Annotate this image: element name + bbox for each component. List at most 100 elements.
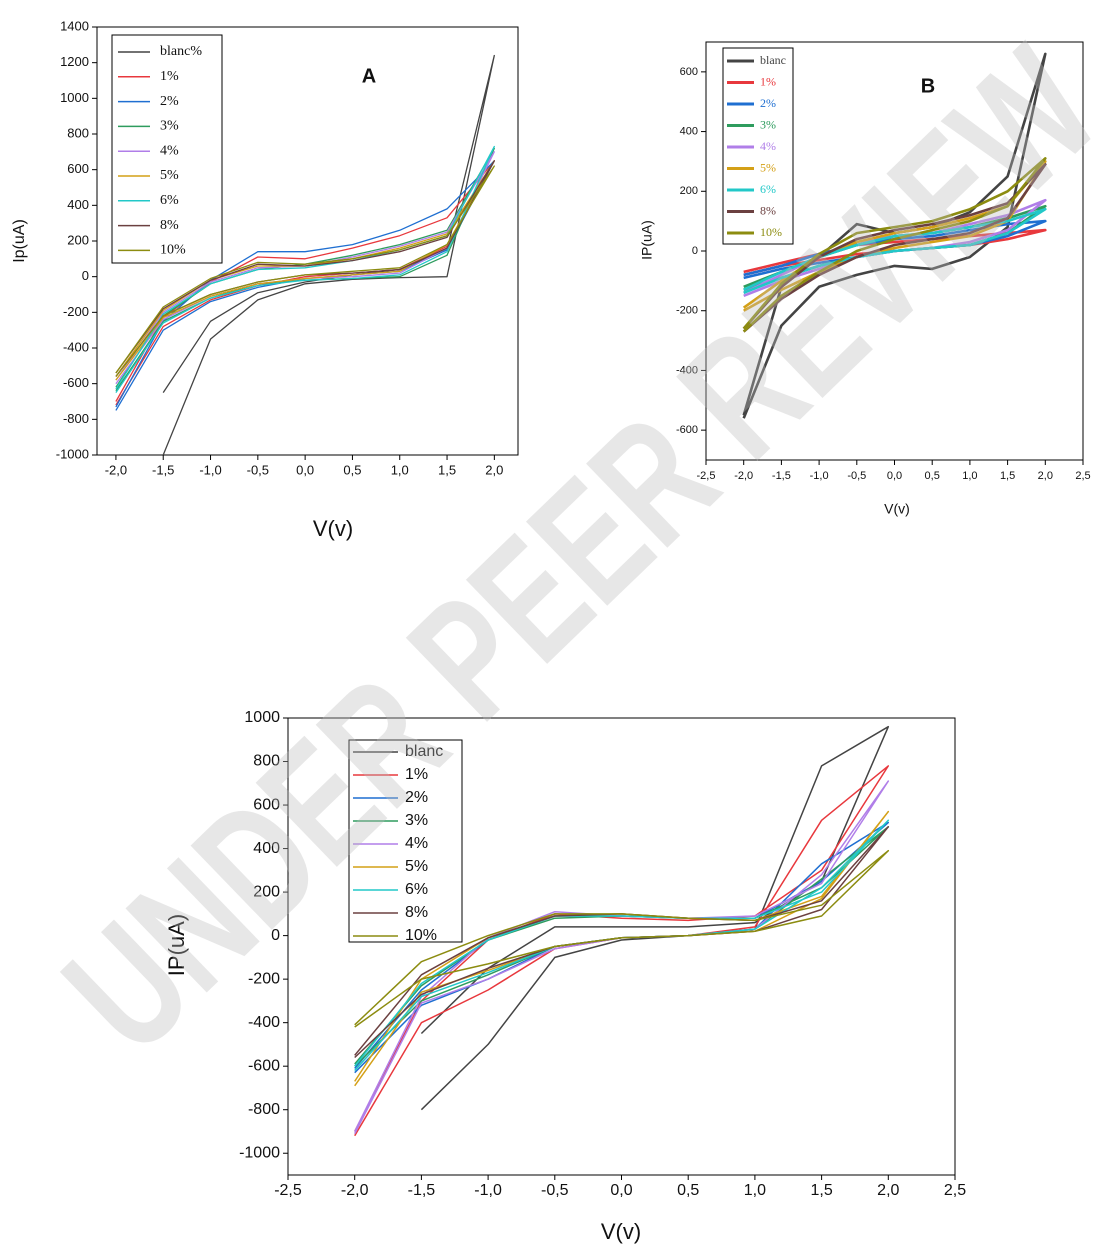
x-tick-label: 0,0 xyxy=(296,462,314,477)
legend-label: 3% xyxy=(760,117,776,131)
y-tick-label: 200 xyxy=(67,232,89,247)
y-tick-label: -1000 xyxy=(239,1144,280,1161)
y-axis-label: IP(uA) xyxy=(164,914,189,976)
y-tick-label: 200 xyxy=(253,883,280,900)
x-tick-label: 0,5 xyxy=(343,462,361,477)
legend-label: 8% xyxy=(760,203,776,217)
x-tick-label: 2,0 xyxy=(877,1182,899,1199)
y-tick-label: 600 xyxy=(67,161,89,176)
legend-label: 6% xyxy=(760,182,776,196)
series-line xyxy=(354,826,890,1059)
legend-box xyxy=(348,739,463,943)
series-line xyxy=(742,52,1047,419)
legend-label: 1% xyxy=(760,74,776,88)
legend-label: 1% xyxy=(160,69,179,84)
legend-label: 5% xyxy=(160,168,179,183)
x-tick-label: -1,5 xyxy=(152,462,174,477)
x-tick-label: 1,0 xyxy=(744,1182,766,1199)
y-tick-label: -400 xyxy=(248,1014,280,1031)
panel-label: A xyxy=(362,65,376,87)
x-tick-label: 2,0 xyxy=(485,462,503,477)
legend-label: 10% xyxy=(405,927,437,944)
x-axis-label: V(v) xyxy=(884,501,910,517)
y-axis-label: IP(uA) xyxy=(639,220,655,260)
x-tick-label: 1,5 xyxy=(1000,470,1015,482)
legend-label: 4% xyxy=(160,143,179,158)
legend-label: 2% xyxy=(160,94,179,109)
legend-label: blanc xyxy=(405,743,443,760)
x-tick-label: 0,5 xyxy=(925,470,940,482)
y-tick-label: -1000 xyxy=(56,446,89,461)
y-tick-label: -600 xyxy=(63,375,89,390)
legend-label: 4% xyxy=(760,139,776,153)
y-tick-label: 1200 xyxy=(60,54,89,69)
series-line xyxy=(354,849,890,1028)
y-tick-label: 800 xyxy=(253,753,280,770)
y-tick-label: -800 xyxy=(63,411,89,426)
x-tick-label: -1,5 xyxy=(772,470,791,482)
x-tick-label: 0,5 xyxy=(677,1182,699,1199)
x-tick-label: -2,5 xyxy=(697,470,716,482)
y-tick-label: -600 xyxy=(676,424,698,436)
y-tick-label: -200 xyxy=(676,305,698,317)
y-tick-label: -400 xyxy=(676,364,698,376)
y-tick-label: -200 xyxy=(248,970,280,987)
x-tick-label: -2,5 xyxy=(274,1182,302,1199)
x-tick-label: 1,5 xyxy=(438,462,456,477)
legend-label: 10% xyxy=(760,225,782,239)
series-line xyxy=(115,165,495,377)
x-tick-label: 0,0 xyxy=(610,1182,632,1199)
legend-label: 2% xyxy=(405,789,428,806)
x-tick-label: -1,0 xyxy=(199,462,221,477)
x-tick-label: 0,0 xyxy=(887,470,902,482)
legend-label: 10% xyxy=(160,243,186,258)
x-tick-label: -2,0 xyxy=(105,462,127,477)
legend-label: 8% xyxy=(405,904,428,921)
legend-label: blanc xyxy=(760,53,786,67)
series-line xyxy=(162,54,495,455)
legend-label: blanc% xyxy=(160,44,202,59)
panel-label: B xyxy=(921,75,935,97)
y-tick-label: 400 xyxy=(67,197,89,212)
y-tick-label: 0 xyxy=(82,268,89,283)
x-tick-label: -2,0 xyxy=(341,1182,369,1199)
y-tick-label: -400 xyxy=(63,339,89,354)
x-tick-label: -1,5 xyxy=(408,1182,436,1199)
y-tick-label: 400 xyxy=(253,840,280,857)
x-tick-label: 1,5 xyxy=(810,1182,832,1199)
x-tick-label: -0,5 xyxy=(847,470,866,482)
y-tick-label: 1000 xyxy=(60,90,89,105)
series-line xyxy=(742,163,1047,333)
legend-label: 4% xyxy=(405,835,428,852)
x-tick-label: 1,0 xyxy=(391,462,409,477)
x-tick-label: 2,5 xyxy=(1075,470,1090,482)
legend-label: 6% xyxy=(160,193,179,208)
x-tick-label: 2,5 xyxy=(944,1182,966,1199)
y-tick-label: 0 xyxy=(692,245,698,257)
x-axis-label: V(v) xyxy=(313,516,353,541)
y-tick-label: -600 xyxy=(248,1057,280,1074)
legend-label: 3% xyxy=(160,119,179,134)
series-line xyxy=(742,157,1047,333)
legend-label: 6% xyxy=(405,881,428,898)
x-tick-label: 1,0 xyxy=(962,470,977,482)
y-tick-label: 600 xyxy=(680,66,698,78)
legend-label: 1% xyxy=(405,766,428,783)
y-tick-label: 400 xyxy=(680,125,698,137)
y-tick-label: 1400 xyxy=(60,18,89,33)
y-tick-label: -200 xyxy=(63,304,89,319)
x-tick-label: -0,5 xyxy=(541,1182,569,1199)
x-axis-label: V(v) xyxy=(601,1219,641,1244)
legend-label: 2% xyxy=(760,96,776,110)
series-line xyxy=(115,145,495,393)
x-tick-label: 2,0 xyxy=(1038,470,1053,482)
legend-label: 3% xyxy=(405,812,428,829)
x-tick-label: -2,0 xyxy=(734,470,753,482)
x-tick-label: -0,5 xyxy=(247,462,269,477)
x-tick-label: -1,0 xyxy=(810,470,829,482)
y-axis-label: Ip(uA) xyxy=(11,219,28,263)
legend-label: 5% xyxy=(760,160,776,174)
y-tick-label: 800 xyxy=(67,125,89,140)
y-tick-label: -800 xyxy=(248,1101,280,1118)
